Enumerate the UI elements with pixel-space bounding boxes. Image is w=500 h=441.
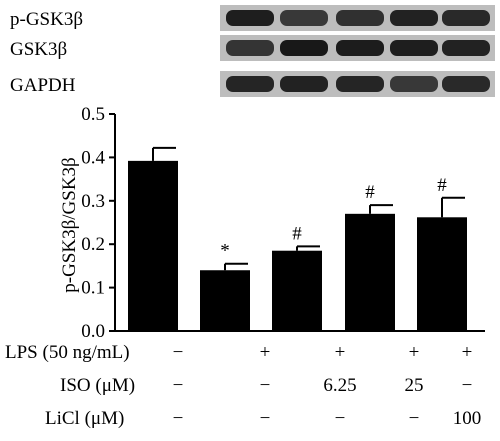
condition-value: −	[173, 375, 184, 396]
western-blot-panel: p-GSK3β GSK3β GAPDH	[10, 5, 495, 97]
y-tick-label: 0.1	[81, 278, 105, 299]
significance-marker: #	[292, 223, 302, 244]
significance-marker: #	[365, 182, 375, 203]
condition-value: −	[260, 408, 271, 429]
bar	[417, 217, 467, 331]
blot-band	[442, 76, 490, 92]
blot-band	[336, 76, 384, 92]
blot-row-label: GAPDH	[10, 75, 76, 96]
condition-label: LiCl (μM)	[45, 408, 124, 429]
blot-row-label: GSK3β	[10, 39, 67, 60]
significance-marker: #	[437, 175, 447, 196]
bar	[272, 250, 322, 331]
condition-value: +	[462, 342, 473, 363]
condition-value: −	[335, 408, 346, 429]
blot-row-label: p-GSK3β	[10, 9, 83, 30]
y-tick-label: 0.2	[81, 234, 105, 255]
y-axis-label: p-GSK3β/GSK3β	[59, 157, 80, 292]
blot-band	[336, 10, 384, 26]
condition-label: ISO (μM)	[60, 375, 135, 396]
condition-value: −	[409, 408, 420, 429]
blot-band	[280, 10, 328, 26]
y-tick-label: 0.0	[81, 321, 105, 342]
bar-series: * # # #	[128, 146, 467, 331]
condition-value: 6.25	[323, 375, 356, 396]
condition-value: +	[260, 342, 271, 363]
blot-band	[390, 40, 438, 56]
blot-band	[390, 10, 438, 26]
blot-band	[442, 10, 490, 26]
blot-band	[442, 40, 490, 56]
bar	[128, 160, 178, 331]
blot-band	[280, 76, 328, 92]
bar	[200, 270, 250, 331]
significance-marker: *	[220, 241, 230, 262]
blot-band	[226, 76, 274, 92]
condition-table: LPS (50 ng/mL) − + + + + ISO (μM) − − 6.25 25 − LiCl…	[5, 342, 481, 429]
condition-value: −	[173, 408, 184, 429]
condition-label: LPS (50 ng/mL)	[5, 342, 130, 363]
condition-value: −	[173, 342, 184, 363]
y-axis: 0.0 0.1 0.2 0.3 0.4 0.5	[81, 104, 116, 342]
bar-chart: 0.0 0.1 0.2 0.3 0.4 0.5 * # # # p-GSK3β/GSK3β	[59, 104, 485, 342]
y-tick-label: 0.4	[81, 147, 105, 168]
y-tick-label: 0.5	[81, 104, 105, 125]
blot-band	[226, 40, 274, 56]
condition-value: −	[462, 375, 473, 396]
blot-band	[280, 40, 328, 56]
bar	[345, 213, 395, 331]
blot-band	[336, 40, 384, 56]
blot-band	[226, 10, 274, 26]
condition-value: 100	[453, 408, 482, 429]
y-tick-label: 0.3	[81, 191, 105, 212]
condition-value: 25	[405, 375, 424, 396]
condition-value: +	[335, 342, 346, 363]
condition-value: +	[409, 342, 420, 363]
condition-value: −	[260, 375, 271, 396]
blot-band	[390, 76, 438, 92]
